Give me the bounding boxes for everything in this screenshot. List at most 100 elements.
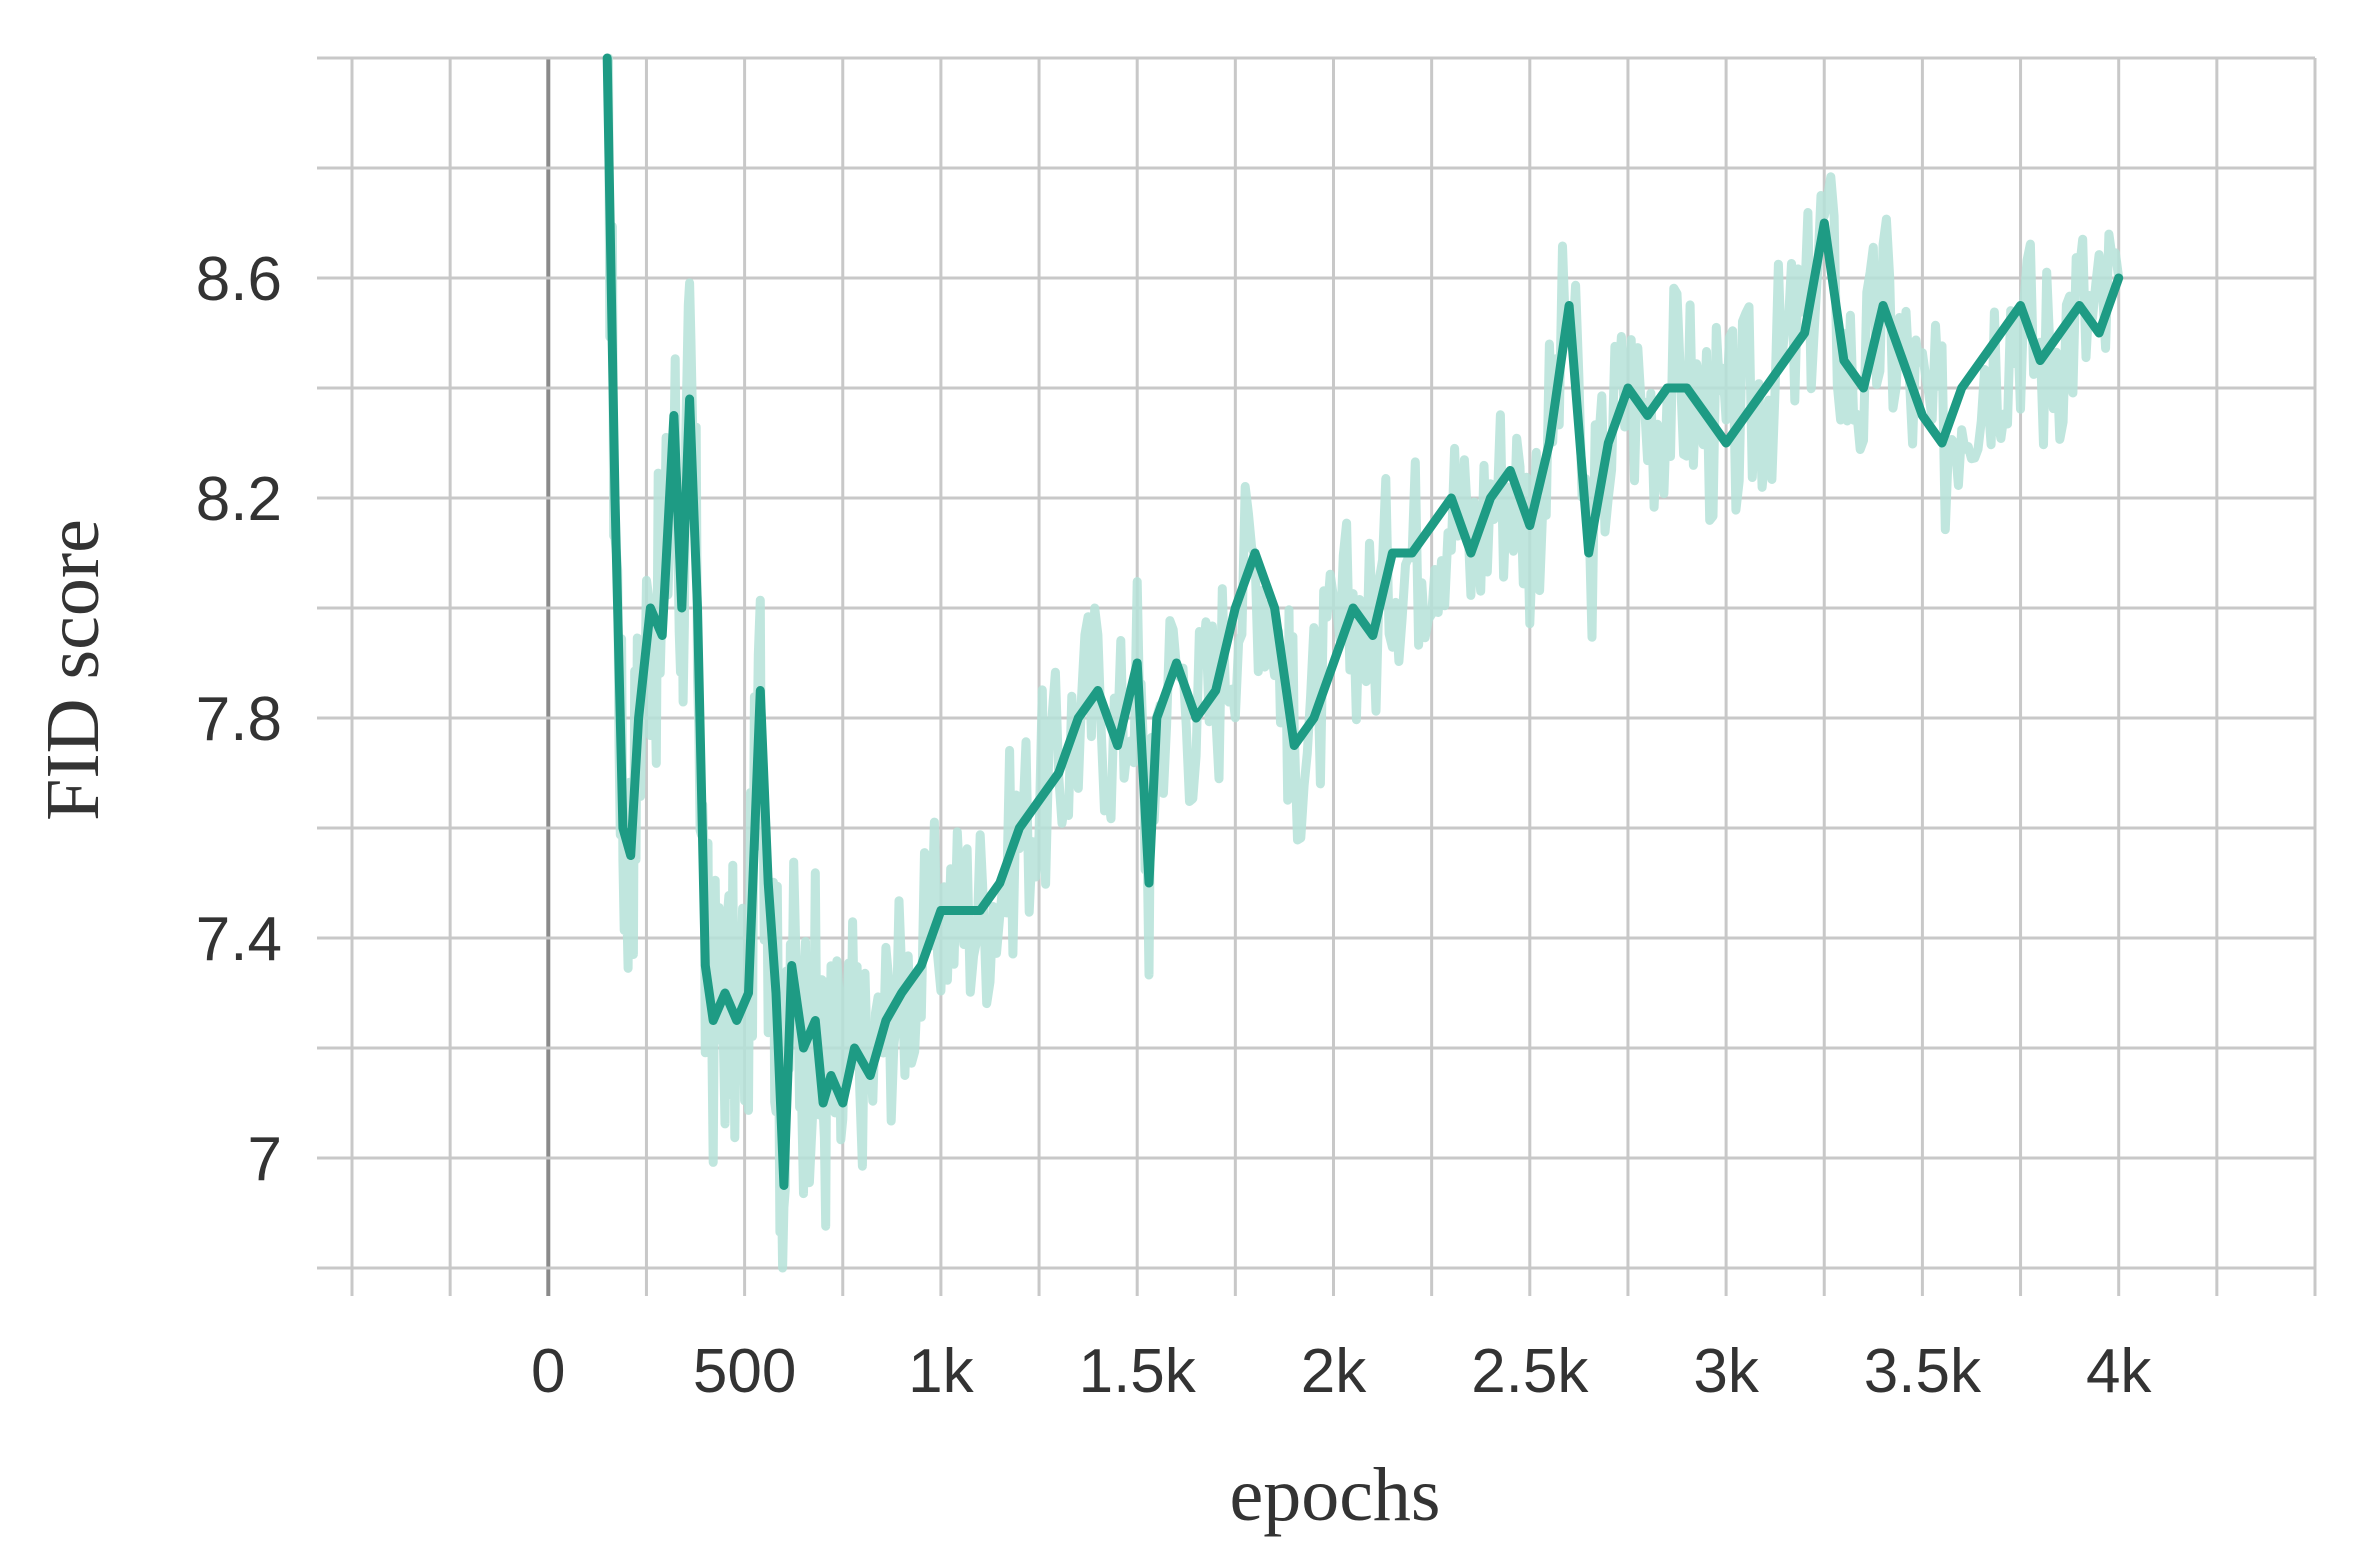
fid-score-point bbox=[1036, 797, 1043, 804]
fid-score-point bbox=[1369, 632, 1376, 639]
fid-score-point bbox=[1409, 550, 1416, 556]
fid-score-point bbox=[612, 495, 619, 501]
fid-score-point bbox=[1624, 385, 1631, 391]
fid-score-point bbox=[1075, 715, 1082, 721]
x-tick-label: 2.5k bbox=[1471, 1337, 1589, 1406]
fid-score-point bbox=[627, 852, 634, 859]
fid-score-point bbox=[851, 1045, 858, 1051]
fid-score-point bbox=[1173, 660, 1180, 666]
fid-score-point bbox=[604, 55, 611, 61]
fid-score-point bbox=[2017, 302, 2024, 309]
fid-score-point bbox=[710, 1017, 717, 1024]
fid-score-point bbox=[788, 962, 795, 969]
fid-score-point bbox=[820, 1100, 827, 1106]
fid-score-point bbox=[1507, 467, 1514, 474]
grid-layer bbox=[317, 56, 2317, 1296]
fid-score-point bbox=[1114, 742, 1121, 749]
fid-score-point bbox=[1193, 715, 1200, 721]
x-tick-label: 3.5k bbox=[1864, 1337, 1982, 1406]
x-tick-label: 500 bbox=[693, 1337, 796, 1406]
fid-score-point bbox=[2056, 330, 2063, 336]
fid-score-point bbox=[1664, 385, 1671, 391]
fid-score-point bbox=[1134, 660, 1141, 666]
y-tick-label: 7.4 bbox=[196, 905, 282, 974]
fid-score-point bbox=[1566, 302, 1573, 309]
fid-score-point bbox=[977, 907, 984, 914]
fid-score-point bbox=[1781, 357, 1788, 364]
fid-score-point bbox=[1644, 412, 1651, 419]
fid-score-point bbox=[694, 605, 701, 611]
fid-score-point bbox=[635, 715, 642, 721]
fid-score-point bbox=[2096, 330, 2103, 336]
x-axis-title: epochs bbox=[1229, 1453, 1440, 1537]
fid-score-point bbox=[1310, 715, 1317, 721]
fid-score-line bbox=[602, 53, 2124, 1190]
fid-score-point bbox=[882, 1017, 889, 1024]
fid-score-point bbox=[918, 962, 925, 969]
fid-score-point bbox=[1389, 550, 1396, 556]
fid-score-point bbox=[1723, 440, 1730, 446]
fid-score-point bbox=[1919, 412, 1926, 419]
fid-score-point bbox=[773, 990, 780, 996]
y-tick-label: 7.8 bbox=[196, 685, 282, 754]
fid-score-point bbox=[1271, 605, 1278, 611]
fid-score-point bbox=[1899, 357, 1906, 364]
fid-score-point bbox=[659, 632, 666, 639]
fid-score-point bbox=[702, 962, 709, 969]
fid-score-point bbox=[867, 1072, 874, 1079]
fid-score-point bbox=[1350, 605, 1357, 611]
fid-score-point bbox=[1448, 495, 1455, 501]
fid-score-point bbox=[1840, 357, 1847, 364]
fid-score-point bbox=[1428, 522, 1435, 529]
fid-score-point bbox=[670, 412, 677, 419]
fid-score-point bbox=[1860, 385, 1867, 391]
fid-score-point bbox=[1094, 687, 1101, 694]
fid-score-point bbox=[1801, 330, 1808, 336]
fid-score-point bbox=[957, 907, 964, 914]
fid-score-point bbox=[2115, 275, 2122, 281]
fid-score-point bbox=[1526, 522, 1533, 529]
fid-score-point bbox=[839, 1100, 846, 1106]
fid-score-point bbox=[765, 880, 772, 886]
fid-score-point bbox=[1153, 715, 1160, 721]
fid-score-point bbox=[996, 880, 1003, 886]
y-tick-label: 7 bbox=[248, 1125, 282, 1194]
fid-score-point bbox=[1880, 302, 1887, 309]
fid-score-point bbox=[1291, 742, 1298, 749]
fid-score-point bbox=[800, 1045, 807, 1051]
fid-score-point bbox=[721, 990, 728, 996]
fid-score-point bbox=[1145, 880, 1152, 886]
fid-score-point bbox=[898, 990, 905, 996]
raw-fid-series bbox=[604, 53, 2124, 1273]
tick-label-layer: 0 500 1k 1.5k 2k 2.5k 3k 3.5k 4k 7 7.4 7.8 8.2 8.6 bbox=[196, 245, 2153, 1406]
fid-score-point bbox=[1251, 550, 1258, 556]
fid-score-point bbox=[1939, 440, 1946, 446]
raw-signal-layer bbox=[604, 53, 2124, 1273]
fid-score-point bbox=[1487, 495, 1494, 501]
fid-score-point bbox=[812, 1017, 819, 1024]
fid-score-point bbox=[1958, 385, 1965, 391]
fid-score-point bbox=[1330, 660, 1337, 666]
x-tick-label: 4k bbox=[2086, 1337, 2152, 1406]
x-tick-label: 0 bbox=[531, 1337, 565, 1406]
x-tick-label: 1.5k bbox=[1079, 1337, 1197, 1406]
fid-score-point bbox=[1683, 385, 1690, 391]
fid-score-point bbox=[2076, 302, 2083, 309]
fid-score-point bbox=[1742, 412, 1749, 419]
y-tick-label: 8.2 bbox=[196, 465, 282, 534]
fid-score-point bbox=[619, 825, 626, 831]
fid-score-point bbox=[1978, 357, 1985, 364]
fid-score-point bbox=[1703, 412, 1710, 419]
x-tick-label: 1k bbox=[908, 1337, 974, 1406]
fid-score-point bbox=[1212, 687, 1219, 694]
fid-score-point bbox=[1821, 220, 1828, 226]
fid-score-point bbox=[757, 687, 764, 694]
x-tick-label: 3k bbox=[1693, 1337, 1759, 1406]
fid-score-point bbox=[1232, 605, 1239, 611]
fid-score-point bbox=[780, 1182, 787, 1189]
fid-score-point bbox=[1467, 550, 1474, 556]
fid-score-point bbox=[937, 907, 944, 914]
fid-score-point bbox=[1016, 825, 1023, 831]
fid-score-point bbox=[1997, 330, 2004, 336]
